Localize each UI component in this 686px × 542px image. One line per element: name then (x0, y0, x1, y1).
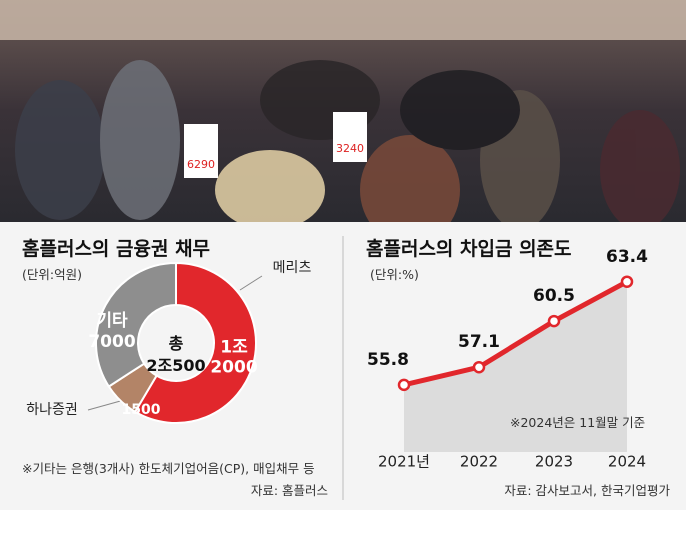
chart-subtitle: (단위:억원) (22, 267, 82, 282)
price-tag-text: 6290 (187, 158, 215, 171)
source: 자료: 홈플러스 (250, 483, 328, 498)
chart-title: 홈플러스의 차입금 의존도 (366, 238, 572, 260)
chart-title: 홈플러스의 금융권 채무 (22, 238, 211, 260)
donut-slice (133, 261, 257, 424)
leader-line (239, 275, 263, 291)
value-label: 1조 2000 (210, 337, 258, 377)
line (403, 279, 629, 388)
x-tick-label: 2021년 (378, 452, 430, 471)
value-label: 1500 (121, 401, 161, 418)
x-tick-label: 2024 (607, 452, 647, 471)
donut-slice (95, 261, 177, 388)
point (472, 360, 486, 374)
value-label: 55.8 (367, 350, 409, 371)
value-label: 7000 (88, 332, 136, 353)
source: 자료: 감사보고서, 한국기업평가 (504, 483, 670, 498)
note: ※2024년은 11월말 기준 (510, 415, 646, 430)
legend-label: 기타 (96, 311, 128, 332)
leader-line (87, 399, 125, 411)
price-tag (333, 112, 367, 162)
value-label: 57.1 (458, 332, 500, 353)
chart-subtitle: (단위:%) (370, 267, 419, 282)
center-label: 총 (168, 333, 184, 353)
point (547, 314, 561, 328)
legend-label: 하나증권 (26, 401, 78, 418)
area (404, 281, 627, 452)
point (620, 275, 634, 288)
value-label: 60.5 (533, 286, 575, 307)
center-label: 2조500 (146, 355, 206, 375)
x-tick-label: 2022 (459, 452, 499, 471)
note: ※기타는 은행(3개사) 한도체기업어음(CP), 매입채무 등 (22, 461, 315, 476)
price-tag (184, 124, 218, 178)
legend-label: 메리츠 (272, 259, 312, 276)
x-tick-label: 2023 (534, 452, 574, 471)
price-tag-text: 3240 (336, 142, 364, 155)
value-label: 63.4 (606, 246, 648, 267)
point (397, 378, 411, 392)
